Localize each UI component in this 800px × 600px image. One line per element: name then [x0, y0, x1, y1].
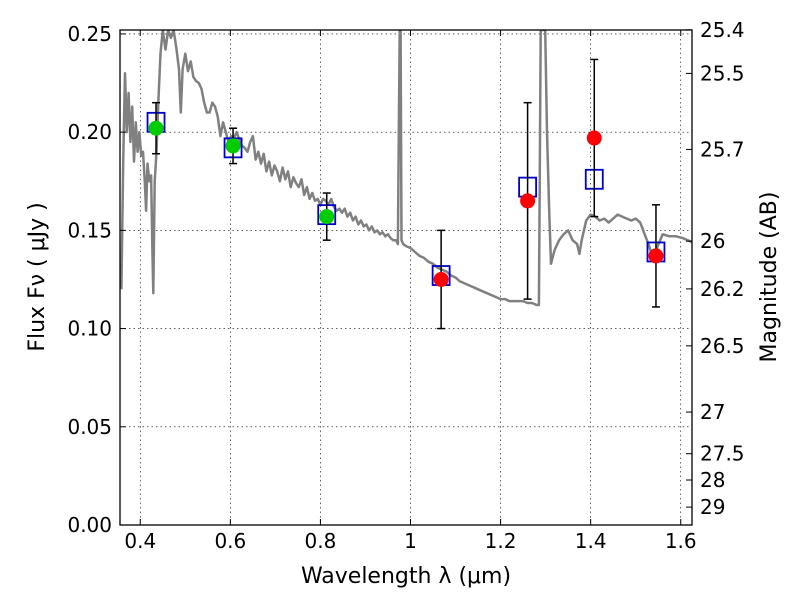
y2-tick-label: 28 [700, 468, 725, 492]
x-tick-label: 1.4 [575, 529, 607, 553]
x-axis: 0.4 0.6 0.8 1 1.2 1.4 1.6 [124, 30, 697, 553]
data-point-marker [433, 271, 449, 287]
y-axis-label: Flux Fν ( μJy ) [25, 202, 50, 351]
x-axis-label: Wavelength λ (μm) [301, 564, 511, 589]
y-axis-right: 25.4 25.5 25.7 26 26.2 26.5 27 27.528 29 [686, 18, 745, 519]
y-tick-label: 0.10 [67, 317, 112, 341]
y-tick-label: 0.20 [67, 120, 112, 144]
data-point-marker [225, 138, 241, 154]
plot-frame [119, 29, 693, 526]
data-point-marker [520, 193, 536, 209]
y2-axis-label: Magnitude (AB) [757, 192, 782, 363]
x-tick-label: 1.2 [485, 529, 517, 553]
y-tick-label: 0.25 [67, 22, 112, 46]
y-tick-label: 0.05 [67, 415, 112, 439]
y2-tick-label: 26.2 [700, 277, 745, 301]
x-tick-label: 0.4 [124, 529, 156, 553]
spectrum-line [120, 30, 692, 307]
y2-tick-label: 26.5 [700, 334, 745, 358]
series-line [120, 30, 692, 307]
x-tick-label: 0.8 [305, 529, 337, 553]
series-circle [148, 101, 335, 241]
x-tick-label: 1 [404, 529, 417, 553]
y-axis-left: 0.00 0.05 0.10 0.15 0.20 0.25 [67, 22, 126, 537]
data-point-marker [586, 130, 602, 146]
x-tick-label: 1.6 [665, 529, 697, 553]
y-tick-label: 0.00 [67, 513, 112, 537]
y2-tick-label: 27 [700, 400, 725, 424]
y2-tick-label: 25.5 [700, 61, 745, 85]
y2-tick-label: 26 [700, 229, 725, 253]
y2-tick-label: 27.5 [700, 442, 745, 466]
series-circle [433, 58, 664, 330]
y2-tick-label: 25.7 [700, 137, 745, 161]
plot-series [120, 30, 692, 330]
data-point-marker [319, 209, 335, 225]
data-point-marker [148, 120, 164, 136]
y2-tick-label: 25.4 [700, 18, 745, 42]
data-point-marker [648, 248, 664, 264]
y-tick-label: 0.15 [67, 218, 112, 242]
grid-lines [120, 30, 692, 526]
x-tick-label: 0.6 [214, 529, 246, 553]
y2-tick-label: 29 [700, 495, 725, 519]
